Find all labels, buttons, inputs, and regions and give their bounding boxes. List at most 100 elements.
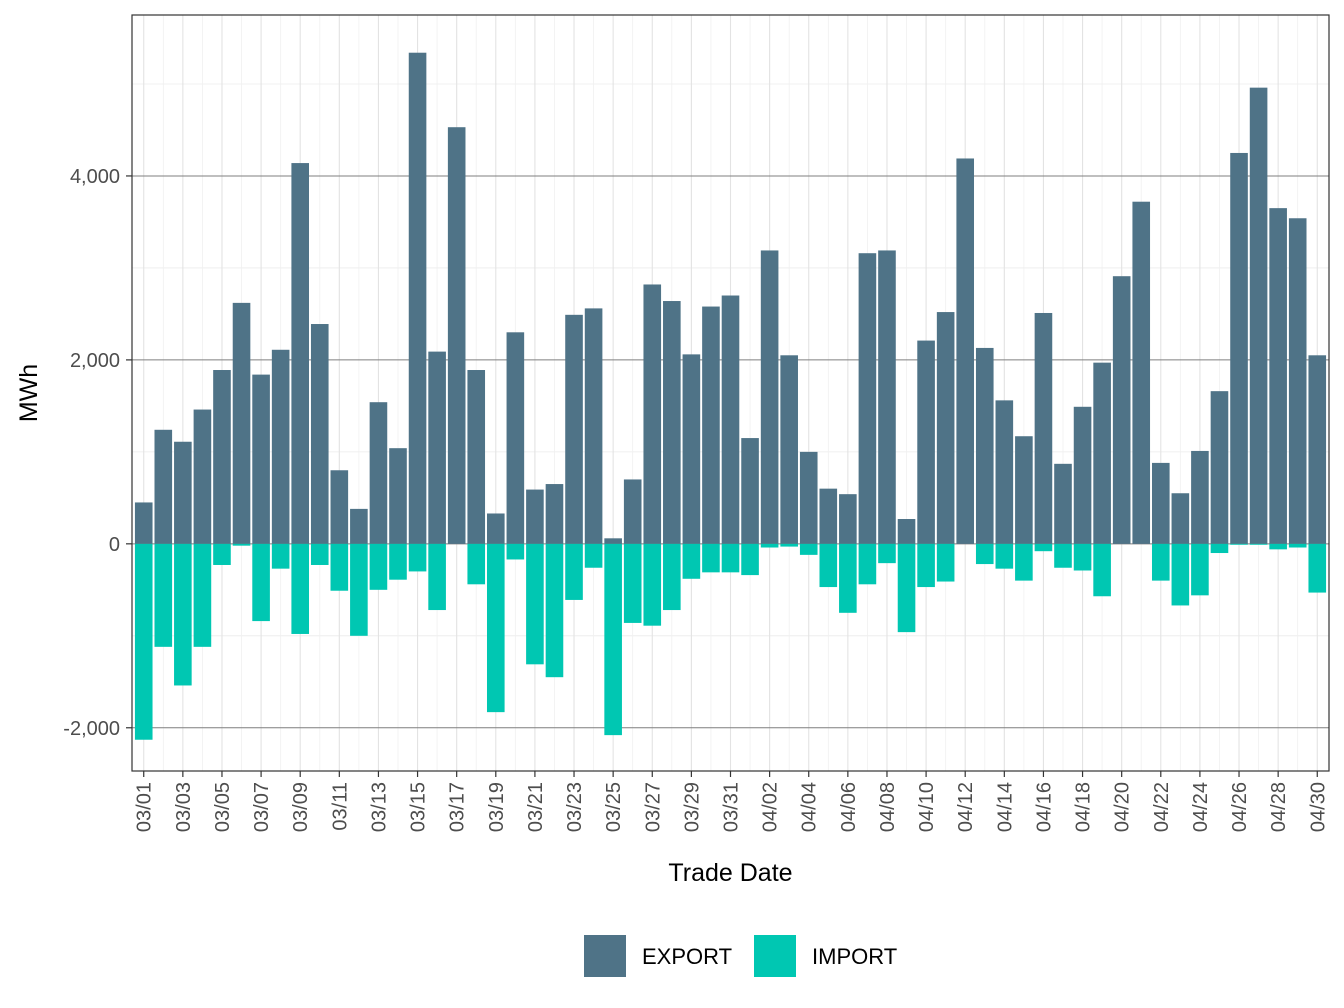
export-bar-03-06 [232, 302, 251, 544]
import-bar-03-05 [213, 543, 231, 565]
export-bar-03-03 [174, 441, 192, 544]
export-bar-03-17 [447, 127, 466, 544]
x-tick-label: 03/15 [408, 782, 430, 832]
x-tick-label: 03/25 [603, 782, 625, 832]
x-tick-label: 04/10 [916, 782, 938, 832]
export-bar-04-22 [1151, 462, 1170, 544]
export-bar-04-21 [1132, 201, 1151, 544]
import-bar-03-24 [584, 543, 603, 568]
x-tick-label: 04/18 [1073, 782, 1095, 832]
x-tick-label: 03/19 [486, 782, 508, 832]
x-tick-label: 04/12 [955, 782, 977, 832]
import-bar-03-10 [310, 543, 329, 565]
export-bar-04-03 [780, 355, 798, 544]
export-bar-03-13 [369, 402, 388, 544]
axis-layer: -2,000 0 2,000 4,000 03/01 03/03 03/05 03/07 03/… [63, 166, 1329, 832]
x-tick-label: 04/02 [760, 782, 782, 832]
export-bar-04-05 [819, 488, 838, 544]
x-tick-label: 04/04 [799, 782, 821, 832]
y-tick-label: -2,000 [63, 718, 120, 740]
import-bar-03-16 [428, 543, 446, 611]
export-bar-04-17 [1054, 463, 1072, 544]
x-tick-label: 03/11 [329, 782, 351, 831]
export-bar-03-20 [506, 332, 525, 544]
x-tick-label: 03/09 [290, 782, 312, 832]
x-tick-label: 03/23 [564, 782, 586, 832]
import-bar-03-09 [291, 543, 310, 634]
export-bar-03-31 [721, 295, 740, 544]
import-bar-03-19 [486, 543, 505, 713]
export-bar-03-05 [213, 370, 231, 544]
import-bar-03-23 [565, 543, 583, 600]
export-bar-03-01 [134, 502, 153, 544]
export-bar-04-07 [858, 253, 877, 544]
import-bar-04-23 [1171, 543, 1190, 606]
import-bar-03-04 [193, 543, 212, 647]
import-bar-03-07 [252, 543, 270, 622]
export-bar-03-14 [389, 448, 407, 544]
import-bar-03-01 [134, 543, 153, 740]
import-bar-04-19 [1093, 543, 1111, 597]
x-tick-label: 04/24 [1190, 782, 1212, 832]
import-bar-04-29 [1288, 543, 1307, 548]
x-tick-label: 04/28 [1268, 782, 1290, 832]
import-bar-04-24 [1191, 543, 1209, 596]
import-bar-04-08 [878, 543, 896, 564]
import-bar-03-06 [232, 543, 251, 546]
import-bar-03-22 [545, 543, 564, 678]
x-tick-label: 04/08 [877, 782, 899, 832]
import-bar-04-25 [1210, 543, 1229, 554]
import-bar-03-13 [369, 543, 388, 590]
import-bar-04-07 [858, 543, 877, 585]
export-bar-04-30 [1308, 355, 1327, 544]
export-bar-03-10 [310, 324, 329, 544]
x-tick-label: 03/13 [368, 782, 390, 832]
export-bar-04-19 [1093, 362, 1111, 544]
import-bar-04-09 [897, 543, 916, 633]
export-bar-04-23 [1171, 493, 1190, 544]
x-tick-label: 04/14 [994, 782, 1016, 832]
x-tick-label: 03/27 [642, 782, 664, 832]
x-tick-label: 03/31 [721, 782, 743, 832]
export-bar-03-15 [408, 52, 427, 544]
export-bar-03-19 [486, 513, 505, 544]
import-bar-04-16 [1034, 543, 1053, 552]
x-tick-label: 03/29 [681, 782, 703, 832]
export-bar-04-18 [1073, 406, 1092, 544]
import-bar-04-13 [975, 543, 994, 565]
x-tick-label: 03/07 [251, 782, 273, 832]
export-bar-03-04 [193, 409, 212, 544]
import-legend-label: IMPORT [812, 944, 897, 969]
import-legend-swatch [754, 935, 796, 977]
export-bar-04-13 [975, 347, 994, 544]
import-bar-04-17 [1054, 543, 1072, 568]
import-bar-04-02 [760, 543, 779, 548]
export-bar-04-06 [839, 494, 857, 544]
export-bar-04-12 [956, 158, 975, 544]
export-bar-04-04 [799, 451, 818, 544]
x-tick-label: 03/01 [134, 782, 156, 832]
y-tick-label: 4,000 [70, 166, 120, 188]
export-legend-label: EXPORT [642, 944, 732, 969]
export-bar-03-18 [467, 370, 486, 544]
import-bar-03-11 [330, 543, 349, 591]
export-bar-03-30 [702, 306, 720, 544]
import-bar-04-26 [1230, 543, 1248, 545]
export-bar-03-24 [584, 308, 603, 544]
export-bar-04-02 [760, 250, 779, 544]
export-bar-03-29 [682, 354, 701, 544]
export-bar-03-21 [526, 489, 544, 544]
export-bar-04-27 [1249, 87, 1268, 544]
import-bar-04-14 [995, 543, 1014, 569]
import-bar-04-27 [1249, 543, 1268, 545]
import-bar-03-29 [682, 543, 701, 579]
bars-layer [134, 52, 1327, 740]
export-bar-04-16 [1034, 312, 1053, 544]
x-tick-label: 03/21 [525, 782, 547, 832]
x-axis-title: Trade Date [668, 859, 792, 887]
import-bar-03-27 [643, 543, 662, 626]
import-bar-04-15 [1015, 543, 1033, 581]
export-bar-04-20 [1112, 276, 1131, 544]
